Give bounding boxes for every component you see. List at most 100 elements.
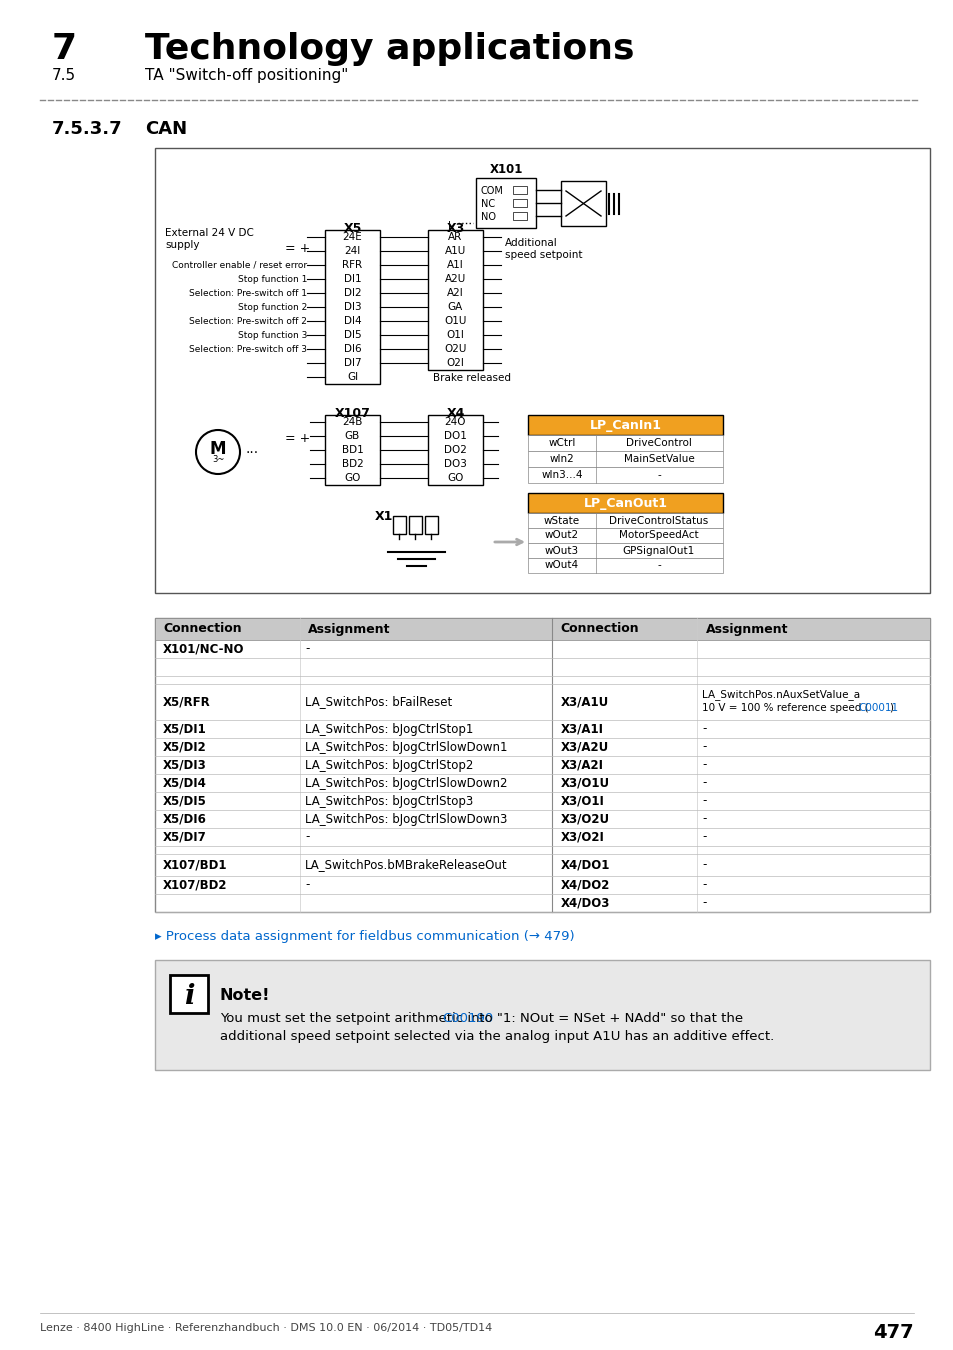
Text: LA_SwitchPos: bJogCtrlStop2: LA_SwitchPos: bJogCtrlStop2	[305, 759, 473, 771]
Bar	[527, 543, 722, 558]
Text: -: -	[701, 722, 706, 736]
Text: DI5: DI5	[343, 329, 361, 340]
Text: ...: ...	[246, 441, 259, 456]
Text: = +: = +	[285, 242, 310, 255]
Text: Assignment: Assignment	[308, 622, 390, 636]
Text: ): )	[889, 703, 893, 713]
Text: X3/O1U: X3/O1U	[560, 776, 609, 790]
Text: X5/DI4: X5/DI4	[163, 776, 207, 790]
Text: i: i	[184, 984, 194, 1011]
Text: X3/O2I: X3/O2I	[560, 830, 604, 844]
Bar	[527, 493, 722, 513]
Text: Note!: Note!	[220, 988, 271, 1003]
Bar	[428, 414, 482, 485]
Text: -: -	[657, 560, 660, 571]
Text: additional speed setpoint selected via the analog input A1U has an additive effe: additional speed setpoint selected via t…	[220, 1030, 774, 1044]
Text: wOut3: wOut3	[544, 545, 578, 555]
Text: 7: 7	[52, 32, 77, 66]
Bar	[154, 618, 929, 640]
Bar	[527, 513, 722, 528]
Text: -: -	[701, 759, 706, 771]
Text: = +: = +	[285, 432, 310, 444]
Text: GO: GO	[447, 472, 463, 483]
Text: Stop function 2: Stop function 2	[237, 302, 307, 312]
Text: 24O: 24O	[444, 417, 466, 427]
Text: -: -	[701, 813, 706, 825]
Bar	[513, 212, 526, 220]
Text: 7.5: 7.5	[52, 68, 76, 82]
Text: Controller enable / reset error: Controller enable / reset error	[172, 261, 307, 270]
Text: -: -	[701, 741, 706, 753]
Text: COM: COM	[480, 186, 503, 196]
Text: GPSignalOut1: GPSignalOut1	[622, 545, 695, 555]
Bar	[154, 148, 929, 593]
Text: 3~: 3~	[212, 455, 224, 464]
Text: A2I: A2I	[447, 288, 463, 298]
Text: Stop function 3: Stop function 3	[237, 331, 307, 339]
Text: X5/DI6: X5/DI6	[163, 813, 207, 825]
Text: -: -	[701, 879, 706, 891]
Text: X3/O2U: X3/O2U	[560, 813, 609, 825]
Text: X5/RFR: X5/RFR	[163, 695, 211, 709]
Text: LA_SwitchPos.nAuxSetValue_a: LA_SwitchPos.nAuxSetValue_a	[701, 688, 860, 699]
Text: LA_SwitchPos: bJogCtrlSlowDown3: LA_SwitchPos: bJogCtrlSlowDown3	[305, 813, 507, 825]
Text: 24B: 24B	[342, 417, 362, 427]
Text: O1U: O1U	[444, 316, 466, 325]
Text: X3/A2I: X3/A2I	[560, 759, 603, 771]
Text: Selection: Pre-switch off 3: Selection: Pre-switch off 3	[189, 344, 307, 354]
Text: C00190: C00190	[441, 1012, 493, 1025]
Text: 24I: 24I	[344, 246, 360, 256]
Text: X101/NC-NO: X101/NC-NO	[163, 643, 244, 656]
Text: O2I: O2I	[446, 358, 464, 369]
Text: Lenze · 8400 HighLine · Referenzhandbuch · DMS 10.0 EN · 06/2014 · TD05/TD14: Lenze · 8400 HighLine · Referenzhandbuch…	[40, 1323, 492, 1332]
Text: Connection: Connection	[560, 622, 639, 636]
Text: GO: GO	[344, 472, 360, 483]
Text: DI3: DI3	[343, 302, 361, 312]
Text: X4/DO2: X4/DO2	[560, 879, 609, 891]
Text: GA: GA	[447, 302, 462, 312]
Text: -: -	[701, 776, 706, 790]
Text: X3/A1I: X3/A1I	[560, 722, 603, 736]
Text: You must set the setpoint arithmetic in: You must set the setpoint arithmetic in	[220, 1012, 483, 1025]
Text: X3/A1U: X3/A1U	[560, 695, 608, 709]
Text: O1I: O1I	[446, 329, 464, 340]
Text: MotorSpeedAct: MotorSpeedAct	[618, 531, 699, 540]
Text: A2U: A2U	[444, 274, 466, 284]
Text: wCtrl: wCtrl	[548, 437, 575, 448]
Text: LP_CanOut1: LP_CanOut1	[583, 497, 667, 509]
Text: X3: X3	[446, 221, 464, 235]
Text: -: -	[657, 470, 660, 481]
Text: X4/DO1: X4/DO1	[560, 859, 609, 872]
Text: Additional: Additional	[504, 238, 558, 248]
Text: DI4: DI4	[343, 316, 361, 325]
Text: DriveControlStatus: DriveControlStatus	[609, 516, 708, 525]
Text: C00011: C00011	[858, 703, 898, 713]
Text: DI2: DI2	[343, 288, 361, 298]
Text: X3/O1I: X3/O1I	[560, 795, 604, 807]
Text: -: -	[305, 830, 309, 844]
Text: X5: X5	[343, 221, 361, 235]
Text: Connection: Connection	[163, 622, 241, 636]
Bar	[560, 181, 605, 225]
Text: -: -	[701, 859, 706, 872]
Text: Assignment: Assignment	[705, 622, 787, 636]
Bar	[424, 516, 437, 535]
Bar	[154, 960, 929, 1071]
Bar	[409, 516, 421, 535]
Text: AR: AR	[448, 232, 462, 242]
Text: wIn3...4: wIn3...4	[540, 470, 582, 481]
Text: O2U: O2U	[444, 344, 466, 354]
Text: X107: X107	[335, 406, 370, 420]
Text: X3/A2U: X3/A2U	[560, 741, 608, 753]
Text: DO1: DO1	[443, 431, 466, 441]
Text: DO2: DO2	[443, 446, 466, 455]
Text: wOut2: wOut2	[544, 531, 578, 540]
Text: LA_SwitchPos: bJogCtrlStop1: LA_SwitchPos: bJogCtrlStop1	[305, 722, 473, 736]
Text: X107/BD1: X107/BD1	[163, 859, 227, 872]
Text: ▸ Process data assignment for fieldbus communication (→ 479): ▸ Process data assignment for fieldbus c…	[154, 930, 574, 944]
Text: NO: NO	[480, 212, 496, 221]
Text: BD1: BD1	[341, 446, 363, 455]
Text: X4/DO3: X4/DO3	[560, 896, 609, 910]
Text: L: L	[448, 221, 454, 231]
Text: -: -	[701, 830, 706, 844]
